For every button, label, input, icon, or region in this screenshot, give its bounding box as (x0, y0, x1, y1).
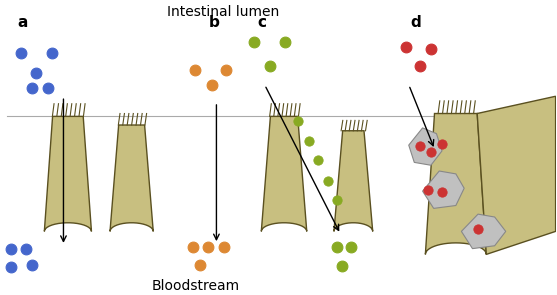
Point (281, 39, 290, 44)
Point (438, 190, 447, 195)
Point (188, 245, 197, 250)
Polygon shape (45, 117, 91, 231)
Point (338, 263, 346, 268)
Point (27, 262, 36, 267)
Point (208, 82, 217, 87)
Point (438, 142, 447, 146)
Point (324, 178, 333, 183)
Point (402, 45, 411, 50)
Point (7, 246, 16, 251)
Point (196, 262, 204, 267)
Point (314, 157, 323, 162)
Point (22, 246, 31, 251)
Point (294, 119, 302, 123)
Text: d: d (411, 15, 421, 30)
Text: Bloodstream: Bloodstream (152, 279, 240, 293)
Text: b: b (209, 15, 220, 30)
Polygon shape (409, 128, 442, 165)
Point (332, 245, 341, 250)
Point (203, 245, 212, 250)
Point (249, 39, 258, 44)
Point (16, 51, 25, 55)
Point (416, 63, 424, 68)
Polygon shape (461, 214, 506, 249)
Polygon shape (261, 117, 307, 231)
Text: a: a (17, 15, 27, 30)
Point (7, 265, 16, 269)
Polygon shape (110, 125, 153, 231)
Polygon shape (426, 114, 486, 254)
Point (332, 197, 341, 202)
Point (44, 85, 53, 90)
Text: Intestinal lumen: Intestinal lumen (167, 5, 279, 19)
Point (191, 68, 200, 73)
Polygon shape (423, 171, 464, 208)
Point (31, 71, 40, 76)
Polygon shape (477, 96, 556, 254)
Point (266, 63, 275, 68)
Point (27, 85, 36, 90)
Point (427, 46, 436, 51)
Polygon shape (334, 131, 373, 231)
Point (424, 188, 433, 192)
Point (416, 144, 424, 149)
Point (427, 150, 436, 154)
Point (473, 226, 482, 231)
Point (305, 138, 314, 143)
Point (219, 245, 228, 250)
Point (346, 245, 355, 250)
Point (221, 68, 230, 73)
Point (48, 51, 57, 55)
Text: c: c (257, 15, 266, 30)
